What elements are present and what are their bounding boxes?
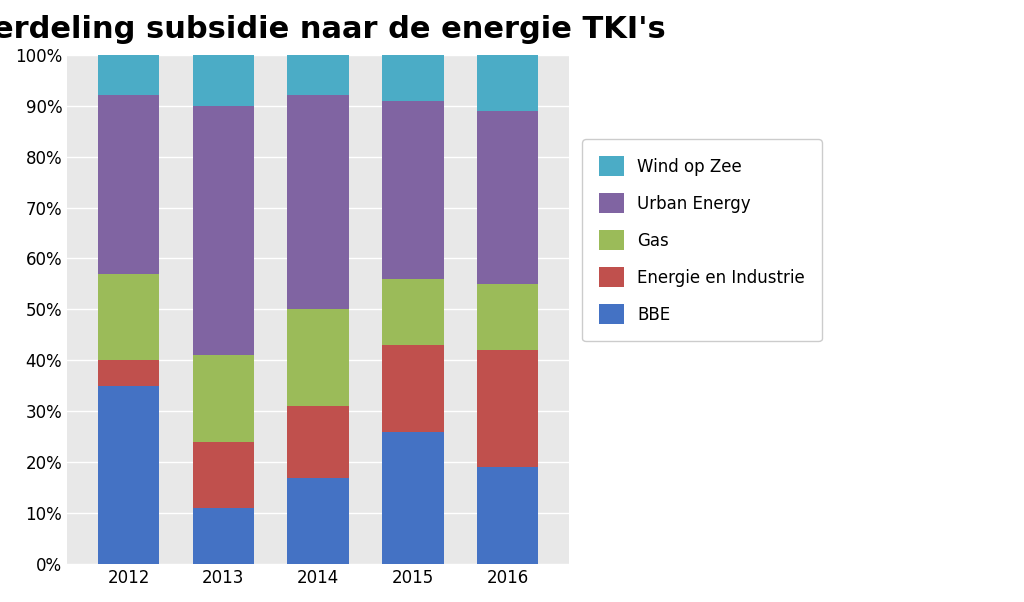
Bar bbox=[382, 101, 443, 279]
Bar bbox=[288, 55, 349, 96]
Bar bbox=[476, 467, 539, 564]
Bar bbox=[193, 105, 254, 355]
Bar bbox=[476, 284, 539, 350]
Bar bbox=[476, 350, 539, 467]
Bar bbox=[288, 406, 349, 477]
Bar bbox=[288, 477, 349, 564]
Bar bbox=[288, 96, 349, 309]
Bar bbox=[382, 345, 443, 432]
Bar bbox=[476, 111, 539, 284]
Bar bbox=[193, 442, 254, 508]
Bar bbox=[98, 96, 160, 274]
Legend: Wind op Zee, Urban Energy, Gas, Energie en Industrie, BBE: Wind op Zee, Urban Energy, Gas, Energie … bbox=[583, 140, 822, 341]
Bar bbox=[382, 279, 443, 345]
Bar bbox=[193, 55, 254, 105]
Bar bbox=[98, 55, 160, 96]
Bar bbox=[193, 508, 254, 564]
Bar bbox=[382, 55, 443, 101]
Bar bbox=[193, 355, 254, 442]
Bar bbox=[382, 432, 443, 564]
Bar bbox=[476, 55, 539, 111]
Bar bbox=[288, 309, 349, 406]
Title: Verdeling subsidie naar de energie TKI's: Verdeling subsidie naar de energie TKI's bbox=[0, 15, 666, 44]
Bar bbox=[98, 274, 160, 361]
Bar bbox=[98, 361, 160, 386]
Bar bbox=[98, 386, 160, 564]
